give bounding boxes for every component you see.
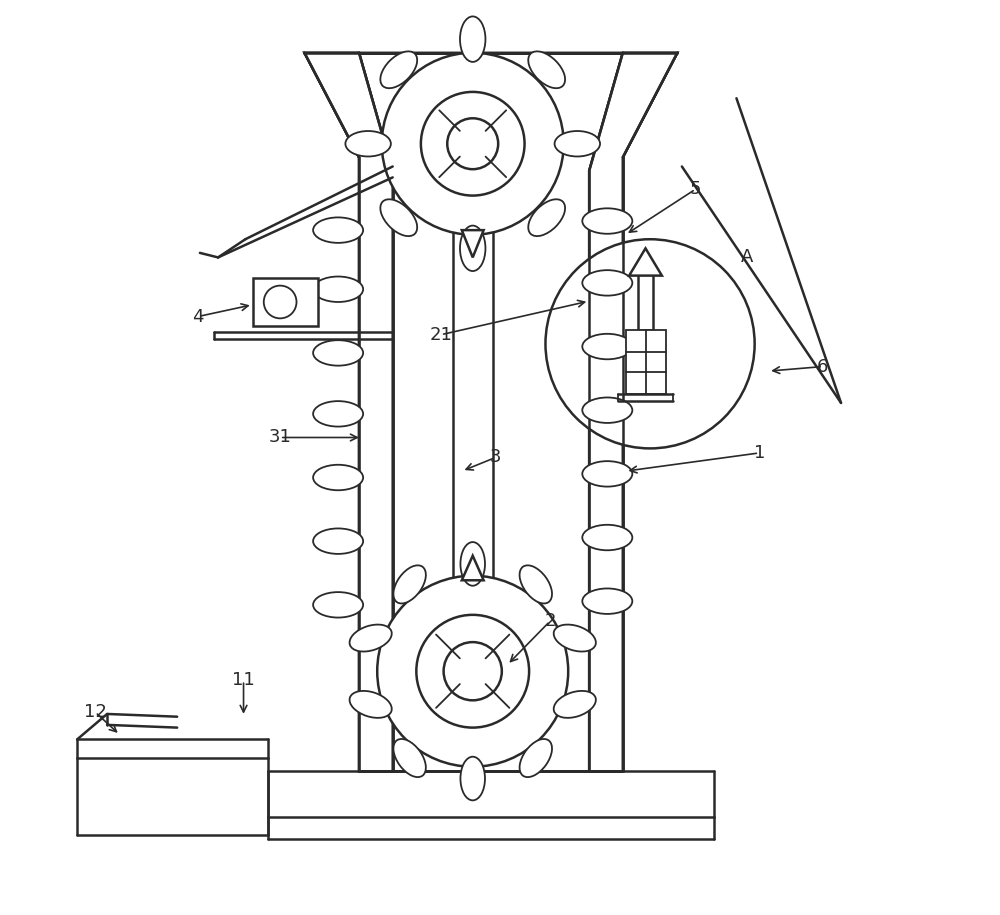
Polygon shape (462, 555, 484, 580)
Ellipse shape (582, 334, 632, 360)
Ellipse shape (313, 340, 363, 366)
Ellipse shape (313, 401, 363, 426)
Text: 2: 2 (544, 612, 556, 630)
Circle shape (416, 615, 529, 727)
Polygon shape (589, 53, 677, 771)
Ellipse shape (313, 592, 363, 618)
Ellipse shape (582, 588, 632, 614)
Polygon shape (629, 248, 662, 275)
Ellipse shape (554, 625, 596, 651)
Text: 11: 11 (232, 672, 255, 689)
Ellipse shape (313, 529, 363, 554)
Ellipse shape (528, 51, 565, 88)
Polygon shape (462, 231, 484, 257)
Ellipse shape (313, 276, 363, 302)
Polygon shape (304, 53, 677, 771)
Ellipse shape (460, 226, 485, 271)
Text: 6: 6 (817, 358, 829, 375)
Ellipse shape (520, 565, 552, 604)
Text: 5: 5 (690, 180, 701, 199)
Circle shape (421, 92, 525, 196)
Text: 1: 1 (754, 444, 765, 462)
Ellipse shape (582, 397, 632, 423)
Text: 12: 12 (84, 703, 107, 721)
Text: 31: 31 (268, 428, 291, 447)
Ellipse shape (313, 465, 363, 490)
Bar (253, 278, 318, 326)
Ellipse shape (393, 565, 426, 604)
Ellipse shape (460, 542, 485, 586)
Ellipse shape (313, 218, 363, 242)
Ellipse shape (350, 691, 392, 718)
Text: A: A (741, 248, 754, 266)
Ellipse shape (460, 757, 485, 801)
Circle shape (382, 53, 564, 234)
Ellipse shape (393, 739, 426, 777)
Text: 3: 3 (490, 448, 501, 467)
Ellipse shape (380, 199, 417, 236)
Ellipse shape (554, 691, 596, 718)
Bar (626, 330, 666, 393)
Ellipse shape (582, 525, 632, 550)
Text: 21: 21 (429, 326, 452, 344)
Polygon shape (304, 53, 393, 771)
Ellipse shape (350, 625, 392, 651)
Ellipse shape (528, 199, 565, 236)
Circle shape (545, 239, 755, 448)
Ellipse shape (520, 739, 552, 777)
Ellipse shape (582, 270, 632, 296)
Ellipse shape (555, 131, 600, 156)
Ellipse shape (380, 51, 417, 88)
Text: 4: 4 (192, 307, 204, 326)
Circle shape (447, 118, 498, 169)
Ellipse shape (460, 16, 485, 62)
Ellipse shape (582, 209, 632, 233)
Circle shape (264, 285, 297, 318)
Circle shape (377, 576, 568, 767)
Circle shape (444, 642, 502, 700)
Ellipse shape (582, 461, 632, 487)
Ellipse shape (345, 131, 391, 156)
